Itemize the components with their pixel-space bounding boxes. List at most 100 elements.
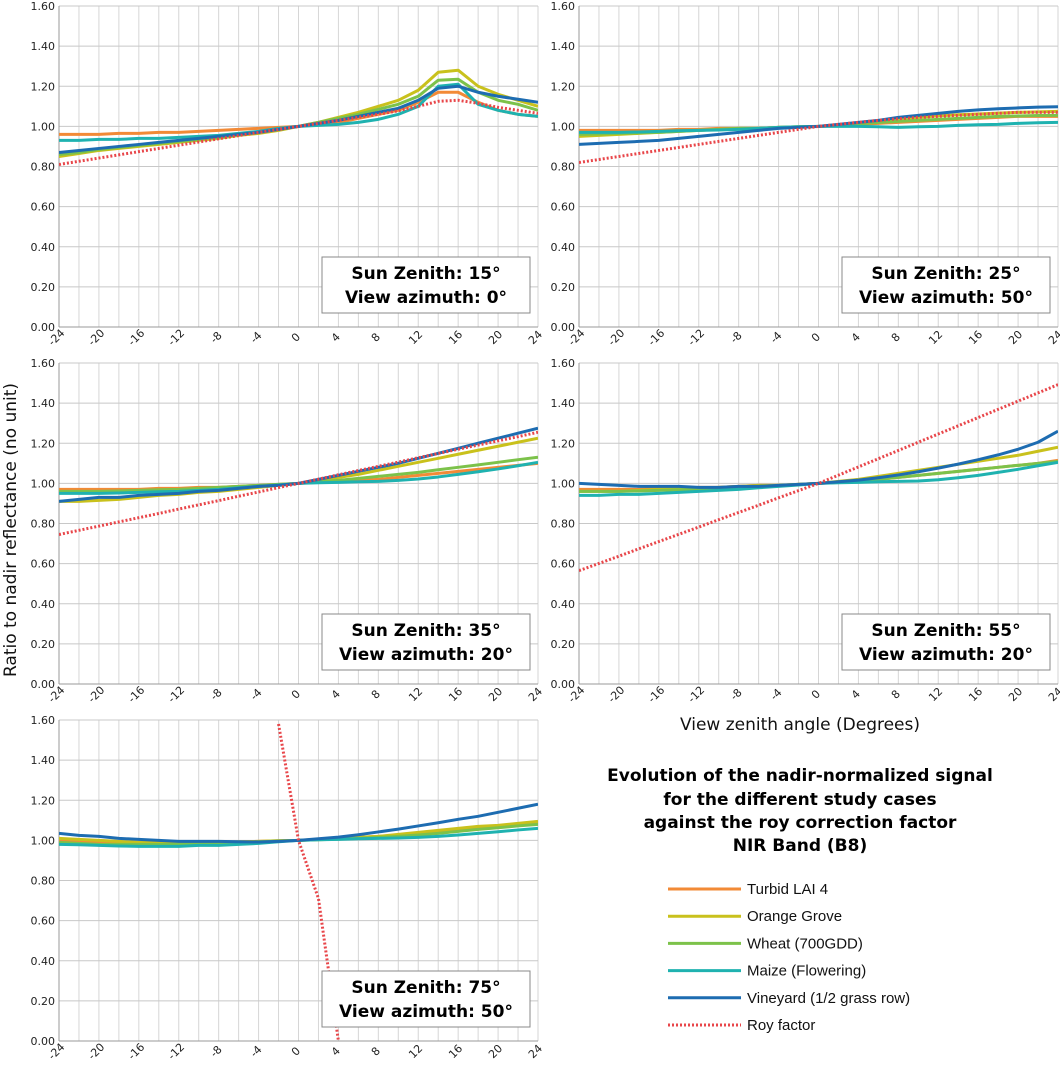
y-tick-label: 0.40 xyxy=(551,241,576,254)
y-tick-label: 0.00 xyxy=(551,678,576,691)
x-tick-label: 16 xyxy=(446,1042,465,1061)
x-tick-label: -8 xyxy=(208,686,225,703)
x-tick-label: -20 xyxy=(605,327,627,349)
x-tick-label: -8 xyxy=(728,686,745,703)
annotation-line: View azimuth: 50° xyxy=(859,288,1033,308)
x-tick-label: 4 xyxy=(849,330,863,344)
annotation-line: Sun Zenith: 25° xyxy=(871,264,1020,284)
series-line-roy-factor xyxy=(59,430,538,536)
x-tick-label: -12 xyxy=(165,1041,187,1063)
legend-label: Vineyard (1/2 grass row) xyxy=(747,990,910,1007)
x-tick-label: 16 xyxy=(446,685,465,704)
panel-annotation: Sun Zenith: 55° View azimuth: 20° xyxy=(841,613,1051,671)
y-tick-label: 0.60 xyxy=(31,201,56,214)
x-tick-label: 8 xyxy=(369,1044,383,1058)
y-tick-label: 1.40 xyxy=(31,754,56,767)
y-tick-label: 1.60 xyxy=(551,357,576,370)
x-tick-label: -20 xyxy=(85,1041,107,1063)
y-tick-label: 1.00 xyxy=(551,120,576,133)
x-tick-label: -20 xyxy=(605,684,627,706)
chart-panel-4: 0.000.200.400.600.801.001.201.401.60-24-… xyxy=(551,357,1060,705)
grid xyxy=(58,362,539,685)
y-tick-label: 1.40 xyxy=(31,397,56,410)
x-tick-label: 24 xyxy=(526,328,545,347)
y-tick-label: 1.60 xyxy=(551,0,576,13)
y-tick-label: 0.40 xyxy=(551,598,576,611)
series-group xyxy=(579,105,1058,164)
chart-title-line-3: against the roy correction factor xyxy=(644,813,957,833)
x-tick-label: 24 xyxy=(1046,328,1060,347)
series-group xyxy=(59,426,538,536)
x-tick-label: 4 xyxy=(329,1044,343,1058)
y-tick-label: 1.20 xyxy=(31,794,56,807)
y-tick-label: 1.60 xyxy=(31,714,56,727)
x-tick-label: -12 xyxy=(165,327,187,349)
annotation-line: Sun Zenith: 35° xyxy=(351,621,500,641)
y-tick-label: 0.20 xyxy=(31,638,56,651)
x-tick-label: -8 xyxy=(208,329,225,346)
annotation-line: View azimuth: 0° xyxy=(345,288,507,308)
x-tick-label: -12 xyxy=(685,327,707,349)
y-tick-label: 1.40 xyxy=(551,397,576,410)
legend-item: Vineyard (1/2 grass row) xyxy=(668,990,910,1007)
y-axis-title: Ratio to nadir reflectance (no unit) xyxy=(1,383,21,677)
x-tick-label: -20 xyxy=(85,684,107,706)
x-tick-label: 20 xyxy=(1006,685,1025,704)
y-tick-label: 0.80 xyxy=(551,518,576,531)
y-tick-label: 0.40 xyxy=(31,955,56,968)
y-tick-label: 1.00 xyxy=(31,834,56,847)
x-tick-label: 16 xyxy=(446,328,465,347)
x-tick-label: -16 xyxy=(645,684,667,706)
legend-item: Turbid LAI 4 xyxy=(668,881,828,898)
series-line-vineyard-1-2-grass-row- xyxy=(59,802,538,844)
y-tick-label: 0.00 xyxy=(31,321,56,334)
x-tick-label: -16 xyxy=(125,327,147,349)
y-tick-label: 1.40 xyxy=(551,40,576,53)
panel-annotation: Sun Zenith: 75° View azimuth: 50° xyxy=(321,970,531,1028)
legend-label: Roy factor xyxy=(747,1017,815,1034)
y-tick-label: 1.20 xyxy=(31,437,56,450)
x-tick-label: 12 xyxy=(406,328,425,347)
x-tick-label: 24 xyxy=(1046,685,1060,704)
x-tick-label: 20 xyxy=(1006,328,1025,347)
x-tick-label: -16 xyxy=(125,684,147,706)
series-line-roy-factor xyxy=(579,110,1058,164)
chart-panel-2: 0.000.200.400.600.801.001.201.401.60-24-… xyxy=(551,0,1060,348)
annotation-line: Sun Zenith: 55° xyxy=(871,621,1020,641)
y-tick-label: 0.80 xyxy=(31,518,56,531)
annotation-line: View azimuth: 20° xyxy=(859,645,1033,665)
y-tick-label: 0.40 xyxy=(31,598,56,611)
chart-title-line-2: for the different study cases xyxy=(663,790,936,810)
y-tick-label: 0.20 xyxy=(551,281,576,294)
y-tick-label: 0.80 xyxy=(31,875,56,888)
legend-label: Turbid LAI 4 xyxy=(747,881,828,898)
annotation-line: View azimuth: 50° xyxy=(339,1002,513,1022)
x-tick-label: 8 xyxy=(369,330,383,344)
y-tick-label: 0.20 xyxy=(31,995,56,1008)
legend-label: Maize (Flowering) xyxy=(747,963,866,980)
legend-item: Roy factor xyxy=(668,1017,815,1034)
x-tick-label: -4 xyxy=(768,329,785,346)
x-tick-label: -4 xyxy=(248,329,265,346)
x-tick-label: 4 xyxy=(329,687,343,701)
chart-title-line-4: NIR Band (B8) xyxy=(733,836,868,856)
x-tick-label: 20 xyxy=(486,328,505,347)
x-tick-label: -8 xyxy=(208,1043,225,1060)
x-tick-label: 12 xyxy=(406,1042,425,1061)
series-group xyxy=(59,723,538,1041)
y-tick-label: 1.00 xyxy=(551,477,576,490)
x-tick-label: 8 xyxy=(889,687,903,701)
x-tick-label: 0 xyxy=(809,687,823,701)
panel-annotation: Sun Zenith: 15° View azimuth: 0° xyxy=(321,256,531,314)
y-tick-label: 1.20 xyxy=(31,80,56,93)
x-tick-label: 4 xyxy=(849,687,863,701)
annotation-line: View azimuth: 20° xyxy=(339,645,513,665)
series-line-roy-factor xyxy=(59,98,538,166)
legend: Turbid LAI 4 Orange Grove Wheat (700GDD) Ma… xyxy=(668,881,910,1034)
y-tick-label: 0.20 xyxy=(551,638,576,651)
x-tick-label: -8 xyxy=(728,329,745,346)
x-tick-label: 24 xyxy=(526,1042,545,1061)
panel-annotation: Sun Zenith: 35° View azimuth: 20° xyxy=(321,613,531,671)
y-tick-label: 1.20 xyxy=(551,80,576,93)
y-tick-label: 1.40 xyxy=(31,40,56,53)
